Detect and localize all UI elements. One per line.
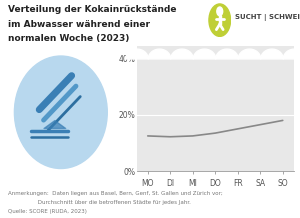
- Text: Quelle: SCORE (RUDA, 2023): Quelle: SCORE (RUDA, 2023): [8, 209, 86, 214]
- Text: im Abwasser während einer: im Abwasser während einer: [8, 20, 149, 29]
- Text: SUCHT | SCHWEIZ: SUCHT | SCHWEIZ: [235, 14, 300, 21]
- Circle shape: [14, 56, 107, 169]
- Text: Verteilung der Kokainrückstände: Verteilung der Kokainrückstände: [8, 5, 176, 14]
- Text: normalen Woche (2023): normalen Woche (2023): [8, 34, 129, 43]
- Text: Durchschnitt über die betroffenen Städte für jedes Jahr.: Durchschnitt über die betroffenen Städte…: [8, 200, 190, 205]
- Circle shape: [209, 4, 230, 36]
- Circle shape: [217, 7, 223, 16]
- Text: Anmerkungen:  Daten liegen aus Basel, Bern, Genf, St. Gallen und Zürich vor;: Anmerkungen: Daten liegen aus Basel, Ber…: [8, 191, 222, 196]
